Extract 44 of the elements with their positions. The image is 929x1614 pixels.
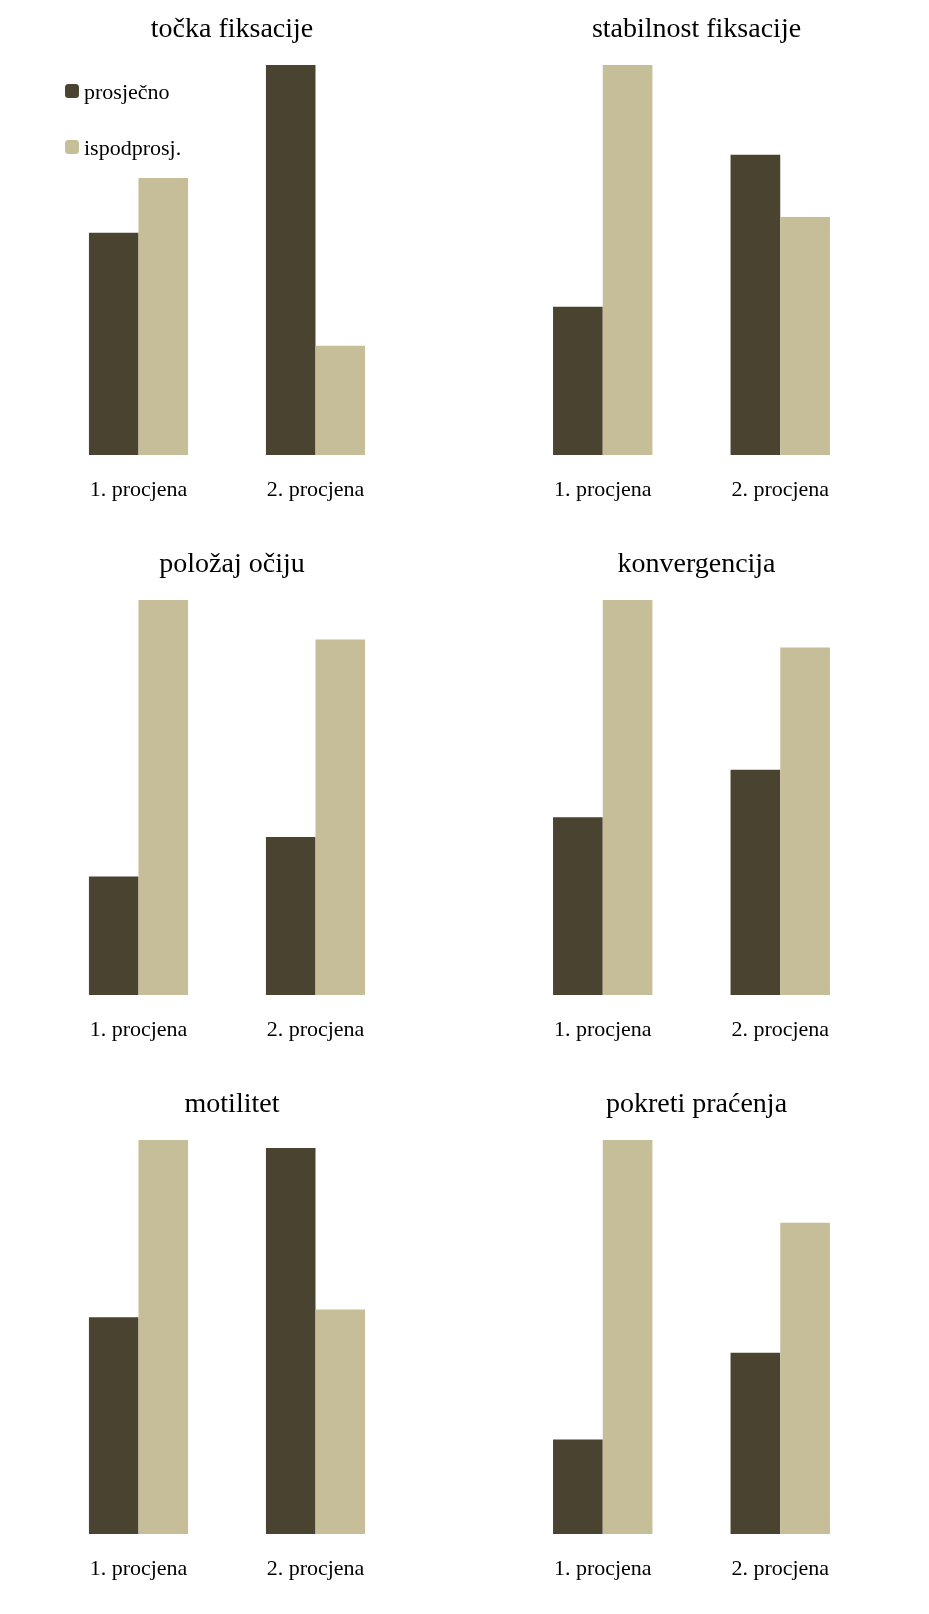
legend-label: ispodprosj. [84, 134, 182, 160]
x-tick-label: 1. procjena [89, 1554, 188, 1580]
bar [730, 1352, 781, 1534]
x-tick-label: 2. procjena [266, 475, 365, 501]
x-tick-label: 2. procjena [266, 1015, 365, 1041]
bar [780, 217, 830, 455]
bar [730, 154, 781, 455]
chart-title: stabilnost fiksacije [591, 11, 802, 43]
bar [88, 1317, 139, 1534]
bar [730, 769, 781, 995]
bar [602, 600, 653, 995]
x-tick-label: 1. procjena [89, 1015, 188, 1041]
x-tick-label: 1. procjena [553, 475, 652, 501]
bar [602, 1140, 653, 1534]
chart-title: motilitet [184, 1086, 280, 1118]
chart-title: položaj očiju [159, 546, 305, 578]
legend-label: prosječno [84, 78, 170, 104]
chart-title: pokreti praćenja [605, 1086, 788, 1118]
x-tick-label: 2. procjena [731, 475, 830, 501]
bar [265, 1147, 316, 1534]
x-tick-label: 2. procjena [266, 1554, 365, 1580]
chart-title: točka fiksacije [150, 11, 314, 43]
x-tick-label: 1. procjena [553, 1015, 652, 1041]
x-tick-label: 2. procjena [731, 1015, 830, 1041]
bar [315, 345, 366, 455]
bar [553, 1439, 603, 1534]
chart-title: konvergencija [617, 546, 777, 578]
x-tick-label: 1. procjena [89, 475, 188, 501]
bar [553, 306, 603, 455]
bar [138, 178, 189, 455]
bar [315, 639, 366, 995]
bar [265, 837, 316, 995]
x-tick-label: 1. procjena [553, 1554, 652, 1580]
bar [553, 817, 603, 995]
bar [780, 647, 830, 995]
bar [780, 1222, 830, 1534]
bar [265, 65, 316, 455]
bar [138, 600, 189, 995]
bar [88, 876, 139, 995]
bar [602, 65, 653, 455]
x-tick-label: 2. procjena [731, 1554, 830, 1580]
bar [315, 1309, 366, 1534]
bar [138, 1140, 189, 1534]
bar [88, 232, 139, 455]
